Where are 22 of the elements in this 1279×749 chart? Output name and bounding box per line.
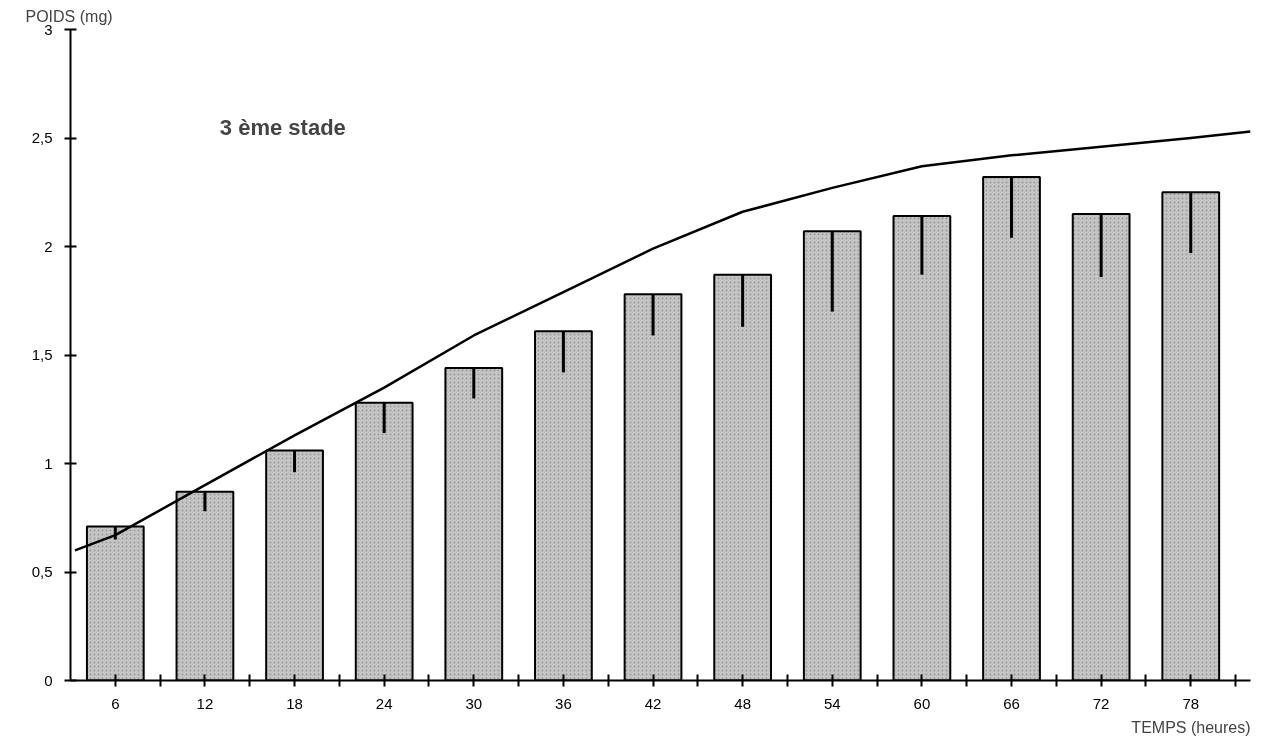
x-tick-label: 36 (555, 694, 572, 712)
x-tick-label: 6 (111, 694, 120, 712)
x-tick-label: 66 (1003, 694, 1020, 712)
x-tick-label: 78 (1182, 694, 1200, 712)
y-tick-label: 2 (44, 237, 53, 255)
x-tick-label: 48 (734, 694, 751, 712)
y-tick-label: 1,5 (31, 346, 53, 363)
x-tick-label: 18 (286, 694, 303, 712)
y-tick-label: 2,5 (31, 129, 53, 146)
y-tick-label: 0 (44, 671, 53, 689)
x-tick-label: 72 (1092, 694, 1110, 712)
x-tick-label: 42 (644, 694, 662, 712)
y-tick-label: 0,5 (31, 563, 53, 580)
x-axis-title: TEMPS (heures) (1131, 718, 1251, 736)
x-tick-label: 60 (913, 694, 931, 712)
annotation: 3 ème stade (219, 114, 346, 140)
x-tick-label: 12 (196, 694, 214, 712)
x-tick-label: 30 (465, 694, 483, 712)
y-axis-title: POIDS (mg) (25, 7, 113, 25)
y-tick-label: 1 (44, 454, 53, 472)
x-tick-label: 24 (375, 694, 393, 712)
x-tick-label: 54 (823, 694, 841, 712)
